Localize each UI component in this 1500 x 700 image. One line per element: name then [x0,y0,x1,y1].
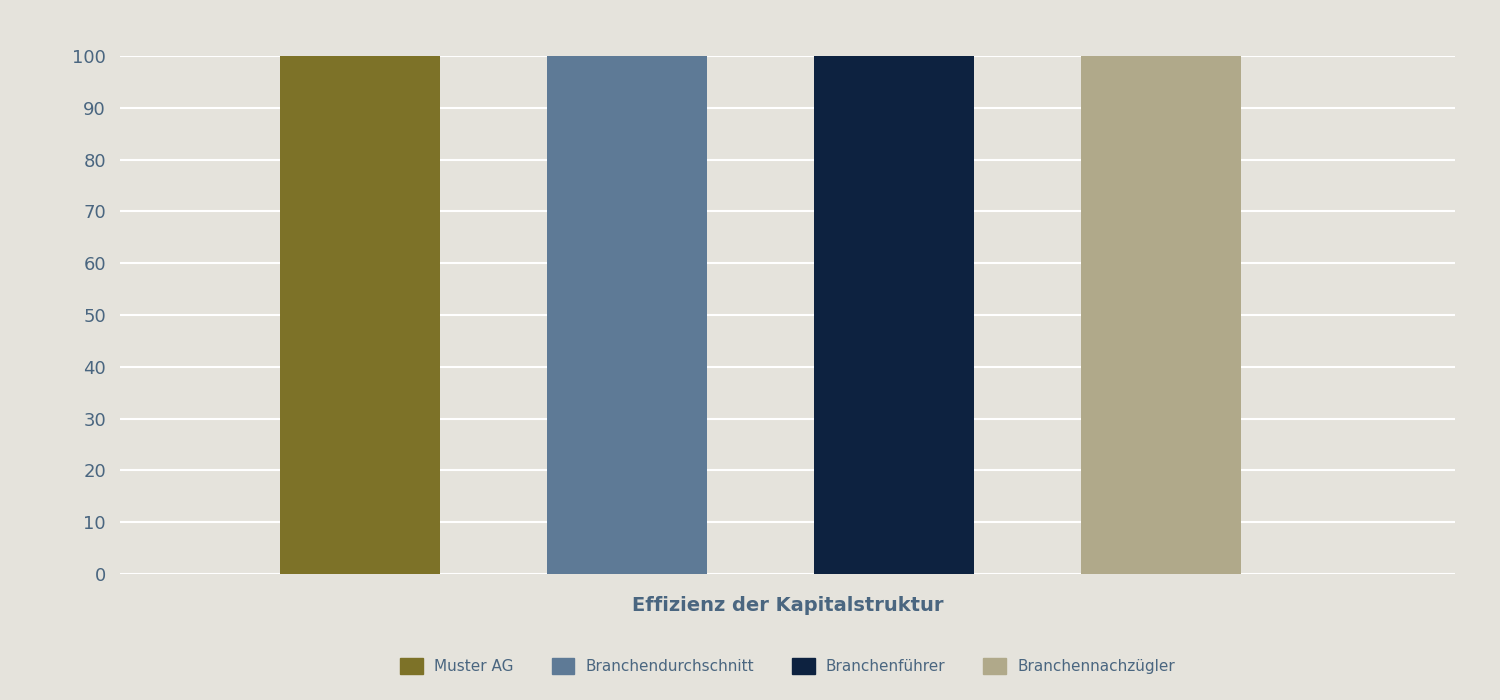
Legend: Muster AG, Branchendurchschnitt, Branchenführer, Branchennachzügler: Muster AG, Branchendurchschnitt, Branche… [394,652,1180,680]
Bar [815,0,975,574]
Bar [815,242,975,574]
Bar [548,0,708,574]
Bar [1082,510,1242,574]
Bar [280,510,441,574]
Bar [1082,0,1242,574]
Bar [548,393,708,574]
Bar [280,0,441,574]
X-axis label: Effizienz der Kapitalstruktur: Effizienz der Kapitalstruktur [632,596,944,615]
